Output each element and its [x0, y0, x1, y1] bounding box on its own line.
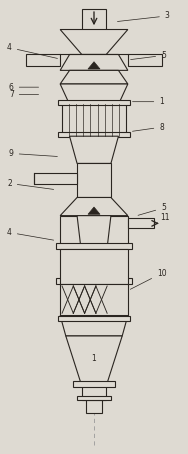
Text: 11: 11 [154, 213, 170, 223]
Text: 3: 3 [118, 11, 170, 21]
Bar [77, 163, 111, 197]
Polygon shape [66, 336, 122, 386]
Bar [82, 386, 106, 400]
Text: 4: 4 [7, 43, 58, 59]
Polygon shape [60, 54, 128, 70]
Bar [26, 54, 60, 66]
Bar [60, 216, 128, 247]
Polygon shape [60, 197, 128, 216]
Polygon shape [60, 70, 128, 84]
Text: 2: 2 [7, 179, 54, 189]
Text: 5: 5 [131, 51, 166, 60]
Bar [56, 278, 132, 284]
Bar [128, 218, 154, 228]
Bar [62, 104, 126, 136]
Bar [58, 316, 130, 321]
Polygon shape [77, 216, 111, 247]
Text: 9: 9 [9, 149, 57, 158]
Bar [128, 54, 162, 66]
Text: 8: 8 [133, 123, 164, 132]
Bar [56, 243, 132, 249]
Text: 6: 6 [9, 83, 39, 92]
Polygon shape [60, 30, 128, 54]
Text: 4: 4 [7, 228, 54, 240]
Bar [58, 100, 130, 105]
Polygon shape [88, 207, 100, 214]
Text: 10: 10 [130, 269, 167, 289]
Bar [60, 249, 128, 284]
Bar [58, 132, 130, 137]
Text: 1: 1 [133, 97, 164, 106]
Polygon shape [88, 62, 100, 69]
Text: 1: 1 [92, 354, 96, 363]
Bar [60, 284, 128, 316]
Bar [86, 400, 102, 413]
Polygon shape [81, 247, 107, 277]
Bar [77, 396, 111, 400]
Text: 5: 5 [138, 203, 166, 215]
Polygon shape [70, 136, 118, 163]
Polygon shape [60, 316, 128, 336]
Text: 7: 7 [9, 90, 39, 99]
Bar [34, 173, 77, 184]
Bar [73, 381, 115, 387]
Polygon shape [60, 84, 128, 104]
Bar [82, 9, 106, 30]
